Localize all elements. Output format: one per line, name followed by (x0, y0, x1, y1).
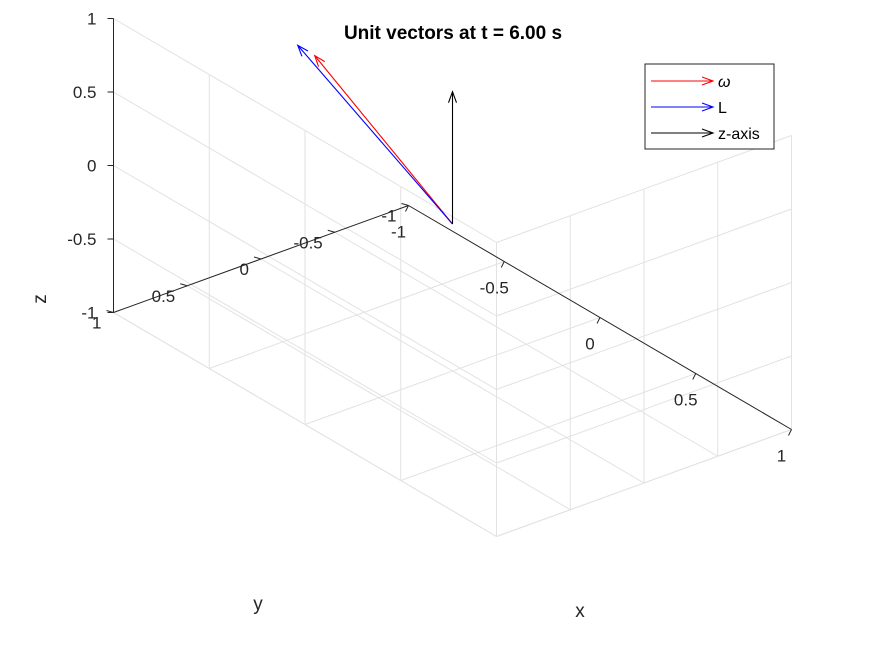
z-tick-label: 0 (87, 157, 96, 176)
z-tick-label: 0.5 (73, 83, 97, 102)
x-tick-mark (405, 205, 409, 212)
back-wall-grid-line (113, 165, 497, 390)
y-tick-mark (253, 256, 262, 260)
side-wall-grid-line (496, 208, 792, 317)
legend-item[interactable]: ω (651, 74, 730, 91)
z-axis-label: z (30, 294, 51, 304)
y-tick-mark (106, 310, 114, 313)
floor-grid-line (400, 373, 696, 481)
y-axis-label: y (253, 594, 263, 615)
x-tick-label: -1 (391, 223, 406, 242)
legend-label: ω (718, 74, 730, 91)
x-tick-label: 0 (585, 335, 594, 354)
y-tick-label: 1 (92, 314, 101, 333)
x-tick-mark (500, 261, 505, 268)
x-tick-mark (692, 373, 697, 380)
z-tick-label: -1 (81, 304, 96, 323)
x-tick-label: -0.5 (480, 279, 509, 298)
x-tick-label: 0.5 (674, 391, 698, 410)
floor-grid-line (186, 285, 571, 511)
x-tick-mark (596, 317, 601, 324)
legend-label: z-axis (718, 126, 760, 143)
y-tick-label: 0 (240, 260, 249, 279)
side-wall-grid-line (496, 282, 792, 390)
y-tick-label: 0.5 (152, 287, 176, 306)
legend-item[interactable]: L (651, 100, 727, 117)
y-tick-label: -1 (381, 207, 396, 226)
grid (113, 18, 792, 537)
z-tick-label: 1 (87, 10, 96, 29)
legend[interactable]: ωLz-axis (644, 63, 775, 150)
vector-- (313, 54, 453, 225)
vector-z-axis (447, 90, 458, 224)
legend-item[interactable]: z-axis (651, 126, 760, 143)
back-wall-grid-line (113, 91, 497, 317)
x-tick-mark (788, 429, 792, 436)
vectors (296, 44, 458, 225)
back-wall-grid-line (113, 18, 497, 243)
chart-title: Unit vectors at t = 6.00 s (344, 23, 562, 44)
x-tick-label: 1 (777, 447, 786, 466)
y-tick-mark (401, 203, 409, 206)
legend-label: L (718, 100, 727, 117)
z-tick-label: -0.5 (67, 230, 96, 249)
axes (106, 18, 792, 436)
floor-grid-line (260, 258, 645, 484)
vector-l (296, 44, 453, 225)
y-tick-mark (327, 229, 335, 233)
x-axis-label: x (575, 601, 585, 622)
side-wall-grid-line (496, 135, 792, 243)
y-tick-mark (180, 283, 188, 287)
y-tick-label: -0.5 (293, 233, 322, 252)
